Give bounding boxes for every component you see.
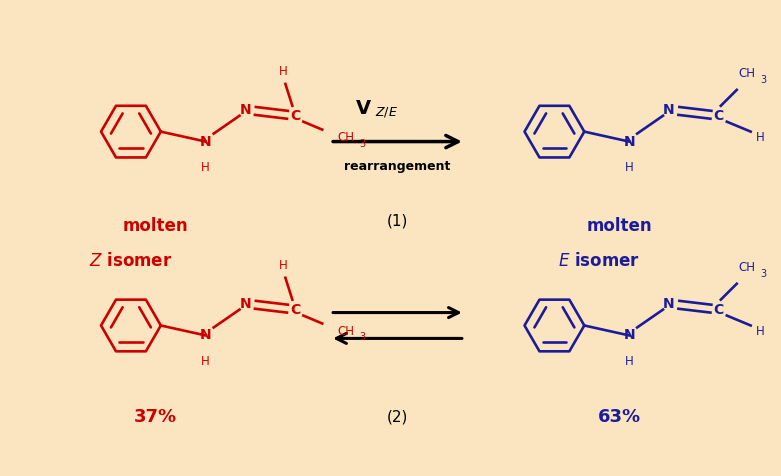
Text: 3: 3 <box>761 269 767 279</box>
Text: 3: 3 <box>359 332 366 342</box>
Text: $\mathbf{V}$: $\mathbf{V}$ <box>355 99 372 118</box>
Text: CH: CH <box>739 261 756 274</box>
Text: N: N <box>240 103 251 117</box>
Text: 3: 3 <box>359 139 366 149</box>
Text: 63%: 63% <box>597 408 640 426</box>
Text: N: N <box>200 135 212 149</box>
Text: H: H <box>201 355 210 368</box>
Text: H: H <box>756 325 765 338</box>
Text: CH: CH <box>739 68 756 80</box>
Text: N: N <box>240 297 251 311</box>
Text: N: N <box>200 328 212 342</box>
Text: N: N <box>623 135 635 149</box>
Text: N: N <box>663 297 675 311</box>
Text: H: H <box>201 161 210 174</box>
Text: H: H <box>625 161 633 174</box>
Text: CH: CH <box>337 131 355 144</box>
Text: rearrangement: rearrangement <box>344 160 450 173</box>
Text: C: C <box>291 109 301 123</box>
Text: H: H <box>756 131 765 144</box>
Text: H: H <box>279 259 287 272</box>
Text: H: H <box>625 355 633 368</box>
Text: $\mathit{Z}$ isomer: $\mathit{Z}$ isomer <box>89 252 173 270</box>
Text: molten: molten <box>587 217 652 235</box>
Text: 3: 3 <box>761 75 767 85</box>
Text: $\mathit{Z/E}$: $\mathit{Z/E}$ <box>375 105 398 119</box>
Text: C: C <box>291 303 301 317</box>
Text: N: N <box>663 103 675 117</box>
Text: (1): (1) <box>387 214 408 228</box>
Text: C: C <box>714 109 724 123</box>
Text: N: N <box>623 328 635 342</box>
Text: 37%: 37% <box>134 408 177 426</box>
Text: CH: CH <box>337 325 355 338</box>
Text: $\mathit{E}$ isomer: $\mathit{E}$ isomer <box>558 252 640 270</box>
Text: C: C <box>714 303 724 317</box>
Text: molten: molten <box>123 217 189 235</box>
Text: (2): (2) <box>387 409 408 425</box>
Text: H: H <box>279 66 287 79</box>
